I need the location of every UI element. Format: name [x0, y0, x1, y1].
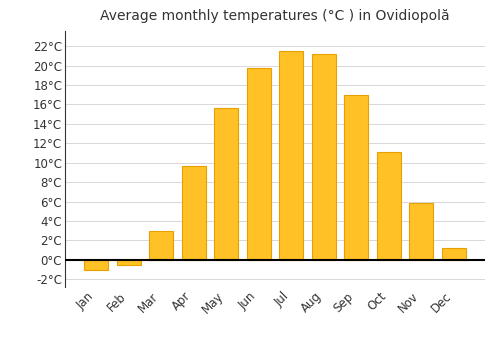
Bar	[409, 203, 434, 260]
Bar	[246, 68, 271, 260]
Bar	[442, 248, 466, 260]
Bar	[214, 108, 238, 260]
Title: Average monthly temperatures (°C ) in Ovidiopolă: Average monthly temperatures (°C ) in Ov…	[100, 9, 450, 23]
Bar	[312, 54, 336, 260]
Bar	[84, 260, 108, 270]
Bar	[149, 231, 174, 260]
Bar	[182, 166, 206, 260]
Bar	[344, 94, 368, 260]
Bar	[279, 51, 303, 260]
Bar	[376, 152, 401, 260]
Bar	[116, 260, 141, 265]
